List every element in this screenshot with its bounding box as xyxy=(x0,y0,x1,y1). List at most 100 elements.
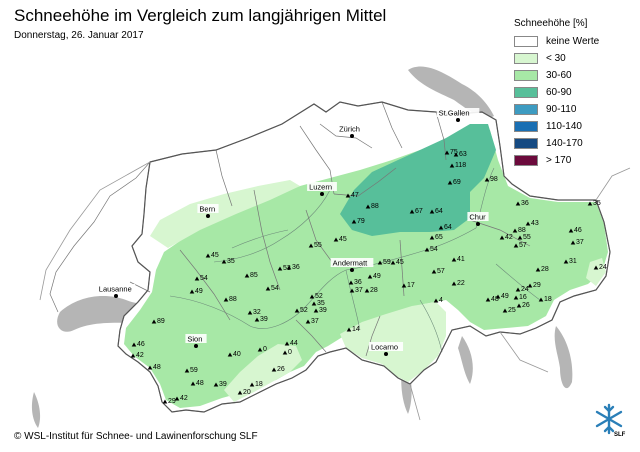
station-value: 118 xyxy=(455,162,466,169)
station-value: 48 xyxy=(491,296,499,303)
station-value: 49 xyxy=(195,288,203,295)
copyright-text: © WSL-Institut für Schnee- und Lawinenfo… xyxy=(14,431,258,442)
station-marker: 16 xyxy=(513,294,527,301)
station-value: 37 xyxy=(576,239,584,246)
city-marker: Locarno xyxy=(368,342,404,356)
station-value: 88 xyxy=(371,203,379,210)
station-triangle-icon xyxy=(131,342,137,347)
zone-below-30-engadin xyxy=(586,258,606,286)
legend-item: 90-110 xyxy=(514,101,634,118)
station-marker: 36 xyxy=(286,264,300,271)
station-value: 40 xyxy=(233,351,241,358)
station-triangle-icon xyxy=(485,297,491,302)
legend-swatch xyxy=(514,104,538,115)
station-value: 39 xyxy=(260,316,268,323)
station-triangle-icon xyxy=(499,235,505,240)
station-triangle-icon xyxy=(147,365,153,370)
station-marker: 85 xyxy=(244,272,258,279)
station-triangle-icon xyxy=(513,243,519,248)
station-value: 18 xyxy=(544,296,552,303)
station-marker: 40 xyxy=(227,351,241,358)
station-marker: 47 xyxy=(345,192,359,199)
city-label: St.Gallen xyxy=(439,108,470,117)
station-marker: 42 xyxy=(174,395,188,402)
station-marker: 88 xyxy=(365,203,379,210)
station-triangle-icon xyxy=(271,367,277,372)
map-date: Donnerstag, 26. Januar 2017 xyxy=(14,30,144,41)
station-marker: 36 xyxy=(348,279,362,286)
city-label: Locarno xyxy=(371,342,398,351)
zone-60-90 xyxy=(340,124,496,236)
station-value: 35 xyxy=(317,300,325,307)
station-marker: 55 xyxy=(517,234,531,241)
station-value: 36 xyxy=(354,279,362,286)
station-triangle-icon xyxy=(309,294,315,299)
legend-swatch xyxy=(514,155,538,166)
station-triangle-icon xyxy=(308,243,314,248)
city-marker: Bern xyxy=(197,204,219,218)
station-marker: 48 xyxy=(190,380,204,387)
station-marker: 52 xyxy=(294,307,308,314)
station-triangle-icon xyxy=(237,390,243,395)
station-marker: 64 xyxy=(429,208,443,215)
station-triangle-icon xyxy=(431,269,437,274)
station-triangle-icon xyxy=(502,308,508,313)
station-value: 4 xyxy=(439,297,443,304)
legend-label: 90-110 xyxy=(546,104,577,115)
station-value: 0 xyxy=(288,349,292,356)
station-marker: 39 xyxy=(213,381,227,388)
station-triangle-icon xyxy=(244,273,250,278)
station-marker: 37 xyxy=(305,318,319,325)
station-marker: 57 xyxy=(431,268,445,275)
legend-label: 30-60 xyxy=(546,70,572,81)
station-value: 17 xyxy=(407,282,415,289)
station-triangle-icon xyxy=(174,396,180,401)
city-marker: Lausanne xyxy=(96,284,136,298)
station-triangle-icon xyxy=(513,295,519,300)
station-marker: 22 xyxy=(451,280,465,287)
station-value: 44 xyxy=(290,340,298,347)
station-triangle-icon xyxy=(151,319,157,324)
station-marker: 42 xyxy=(499,234,513,241)
station-triangle-icon xyxy=(593,265,599,270)
legend-label: 140-170 xyxy=(546,138,583,149)
legend-item: keine Werte xyxy=(514,33,634,50)
station-marker: 52 xyxy=(309,293,323,300)
station-triangle-icon xyxy=(484,177,490,182)
station-marker: 39 xyxy=(254,316,268,323)
station-marker: 44 xyxy=(284,340,298,347)
station-value: 29 xyxy=(533,282,541,289)
station-marker: 46 xyxy=(568,227,582,234)
station-triangle-icon xyxy=(451,281,457,286)
lake-bourget xyxy=(31,392,41,428)
legend-swatch xyxy=(514,70,538,81)
station-marker: 42 xyxy=(130,352,144,359)
map-title: Schneehöhe im Vergleich zum langjährigen… xyxy=(14,6,387,25)
station-triangle-icon xyxy=(205,253,211,258)
station-triangle-icon xyxy=(346,327,352,332)
station-value: 52 xyxy=(300,307,308,314)
station-value: 26 xyxy=(522,302,530,309)
station-value: 88 xyxy=(229,296,237,303)
station-marker: 24 xyxy=(593,264,607,271)
station-marker: 24 xyxy=(515,286,529,293)
station-value: 41 xyxy=(457,256,465,263)
station-triangle-icon xyxy=(311,301,317,306)
legend-item: 110-140 xyxy=(514,118,634,135)
station-value: 79 xyxy=(357,218,365,225)
station-value: 24 xyxy=(521,286,529,293)
station-value: 31 xyxy=(569,258,577,265)
station-marker: 25 xyxy=(502,307,516,314)
city-label: Andermatt xyxy=(333,258,369,267)
station-triangle-icon xyxy=(162,399,168,404)
station-triangle-icon xyxy=(527,283,533,288)
station-marker: 49 xyxy=(189,288,203,295)
station-value: 54 xyxy=(200,275,208,282)
station-triangle-icon xyxy=(515,287,521,292)
legend-swatch xyxy=(514,121,538,132)
legend-swatch xyxy=(514,87,538,98)
zone-30-60-north-strip xyxy=(150,180,300,248)
station-value: 49 xyxy=(501,293,509,300)
station-triangle-icon xyxy=(351,219,357,224)
